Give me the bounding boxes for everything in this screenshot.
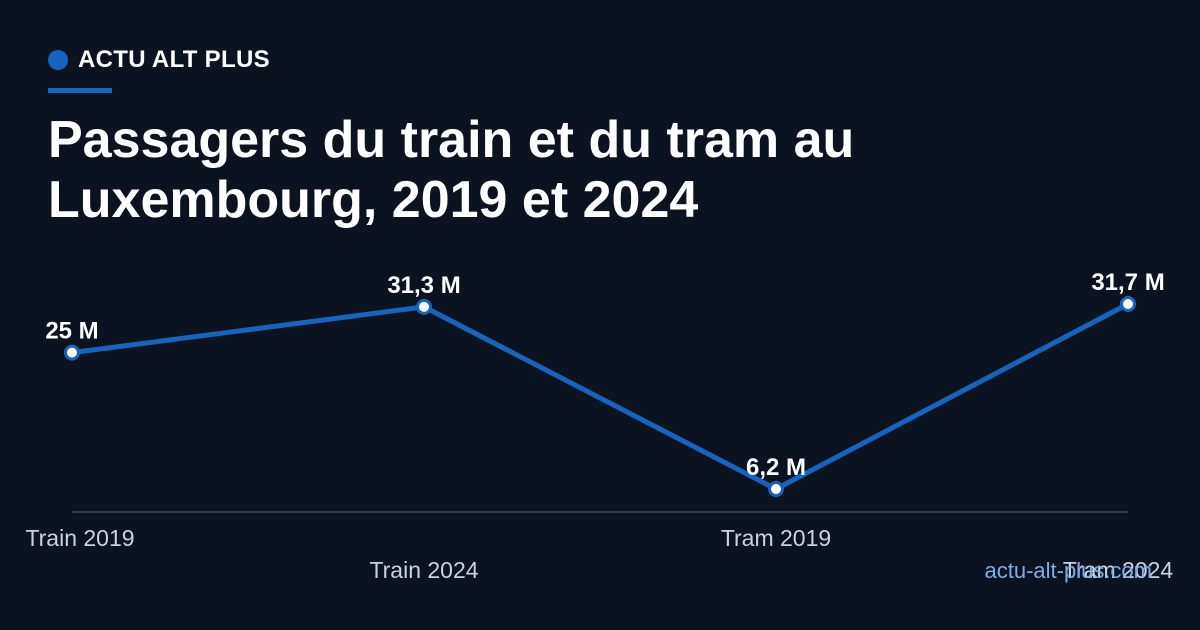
- data-labels: 25 M 31,3 M 6,2 M 31,7 M: [45, 269, 1164, 481]
- brand: ACTU ALT PLUS: [48, 46, 270, 74]
- x-tick-label: Train 2024: [369, 557, 478, 583]
- brand-underline: [48, 88, 112, 93]
- data-label: 25 M: [45, 318, 98, 345]
- data-point: [1120, 296, 1136, 312]
- source-credit: actu-alt-plus.com: [984, 558, 1152, 583]
- series-line: [69, 301, 1131, 492]
- chart-title: Passagers du train et du tram au Luxembo…: [48, 111, 855, 229]
- data-label: 31,3 M: [387, 272, 460, 299]
- brand-name: ACTU ALT PLUS: [78, 46, 270, 73]
- x-tick-label: Tram 2024: [1063, 557, 1174, 583]
- x-tick-label: Tram 2019: [721, 525, 831, 551]
- data-label: 6,2 M: [746, 454, 806, 481]
- data-points: [64, 296, 1136, 497]
- data-point: [64, 344, 80, 361]
- x-tick-labels: Train 2019 Train 2024 Tram 2019 Tram 2024: [25, 525, 1173, 583]
- data-point: [768, 481, 784, 497]
- brand-dot-icon: [48, 50, 68, 70]
- data-point: [416, 298, 432, 315]
- x-tick-label: Train 2019: [25, 525, 134, 551]
- data-label: 31,7 M: [1091, 269, 1164, 296]
